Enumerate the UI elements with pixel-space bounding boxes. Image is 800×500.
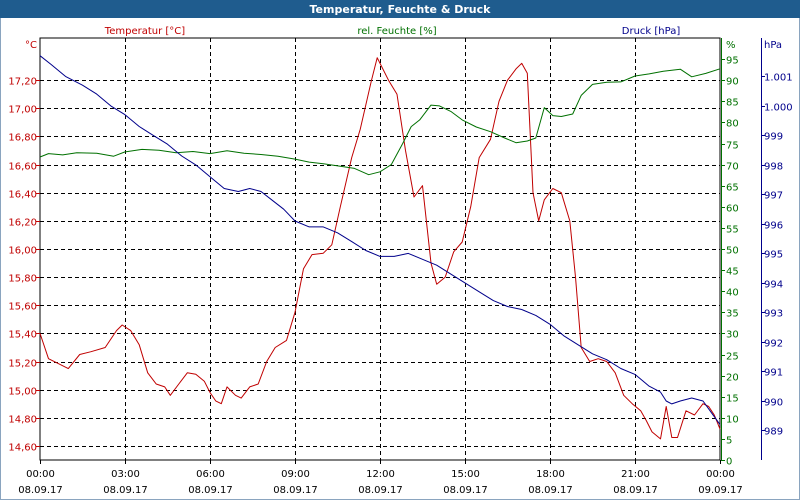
x-tick-label: 15:00 [451,469,480,480]
hum-tick-label: 30 [726,330,739,341]
press-unit: hPa [764,40,782,51]
x-tick-label: 21:00 [621,469,650,480]
hum-tick-label: 55 [726,225,739,236]
temp-tick-label: 16,00 [8,246,37,257]
hum-tick-label: 70 [726,162,739,173]
x-tick-label: 00:00 [706,469,735,480]
press-tick-label: 1.001 [764,73,793,84]
temp-tick-label: 17,20 [8,77,37,88]
hum-tick-label: 95 [726,56,739,67]
temp-tick-label: 15,00 [8,387,37,398]
hum-tick-label: 20 [726,373,739,384]
press-tick-label: 992 [764,339,783,350]
x-tick-label: 09:00 [281,469,310,480]
x-tick-label: 18:00 [536,469,565,480]
press-tick-label: 1.000 [764,103,793,114]
x-tick-date: 08.09.17 [103,485,148,496]
grid-layer [40,38,720,460]
temp-tick-label: 16,80 [8,133,37,144]
hum-tick-label: 40 [726,288,739,299]
series-line-press [39,55,721,425]
press-tick-label: 993 [764,309,783,320]
hum-tick-label: 90 [726,77,739,88]
x-tick-date: 08.09.17 [18,485,63,496]
hum-tick-label: 35 [726,309,739,320]
temp-tick-label: 14,60 [8,443,37,454]
series-layer [39,55,721,440]
x-tick-label: 12:00 [366,469,395,480]
press-tick-label: 990 [764,398,783,409]
x-tick-label: 00:00 [26,469,55,480]
temp-tick-label: 16,60 [8,162,37,173]
hum-tick-label: 65 [726,183,739,194]
press-tick-label: 989 [764,427,783,438]
x-tick-date: 08.09.17 [358,485,403,496]
x-tick-date: 08.09.17 [528,485,573,496]
press-tick-label: 995 [764,250,783,261]
series-line-temp [39,57,721,440]
temp-tick-label: 15,60 [8,302,37,313]
x-tick-date: 08.09.17 [613,485,658,496]
hum-tick-label: 25 [726,352,739,363]
x-tick-date: 08.09.17 [443,485,488,496]
x-tick-date: 08.09.17 [273,485,318,496]
press-tick-label: 991 [764,368,783,379]
temp-tick-label: 16,40 [8,190,37,201]
temp-tick-label: 16,20 [8,218,37,229]
hum-tick-label: 10 [726,415,739,426]
x-tick-label: 06:00 [196,469,225,480]
window-title: Temperatur, Feuchte & Druck [0,0,800,18]
temp-tick-label: 14,80 [8,415,37,426]
temp-axis-label: Temperatur [°C] [104,26,185,37]
temp-tick-label: 15,20 [8,359,37,370]
hum-axis-label: rel. Feuchte [%] [357,26,436,37]
hum-tick-label: 60 [726,204,739,215]
hum-tick-label: 85 [726,98,739,109]
x-tick-date: 08.09.17 [188,485,233,496]
press-tick-label: 994 [764,280,783,291]
temp-unit: °C [25,40,37,51]
series-line-hum [39,68,721,176]
hum-tick-label: 5 [726,436,732,447]
temp-tick-label: 15,40 [8,330,37,341]
hum-tick-label: 80 [726,119,739,130]
press-tick-label: 997 [764,191,783,202]
temp-tick-label: 15,80 [8,274,37,285]
temp-tick-label: 17,00 [8,105,37,116]
x-tick-label: 03:00 [111,469,140,480]
hum-unit: % [726,40,736,51]
hum-tick-label: 15 [726,394,739,405]
axes-layer [36,37,765,464]
hum-tick-label: 75 [726,141,739,152]
labels-layer: 00:00 08.09.17 03:00 08.09.17 06:00 08.09.17 0… [8,26,792,496]
x-tick-date: 09.09.17 [698,485,743,496]
hum-tick-label: 0 [726,457,732,468]
hum-tick-label: 45 [726,267,739,278]
press-tick-label: 996 [764,221,783,232]
press-tick-label: 998 [764,162,783,173]
press-axis-label: Druck [hPa] [622,26,681,37]
hum-tick-label: 50 [726,246,739,257]
press-tick-label: 999 [764,132,783,143]
